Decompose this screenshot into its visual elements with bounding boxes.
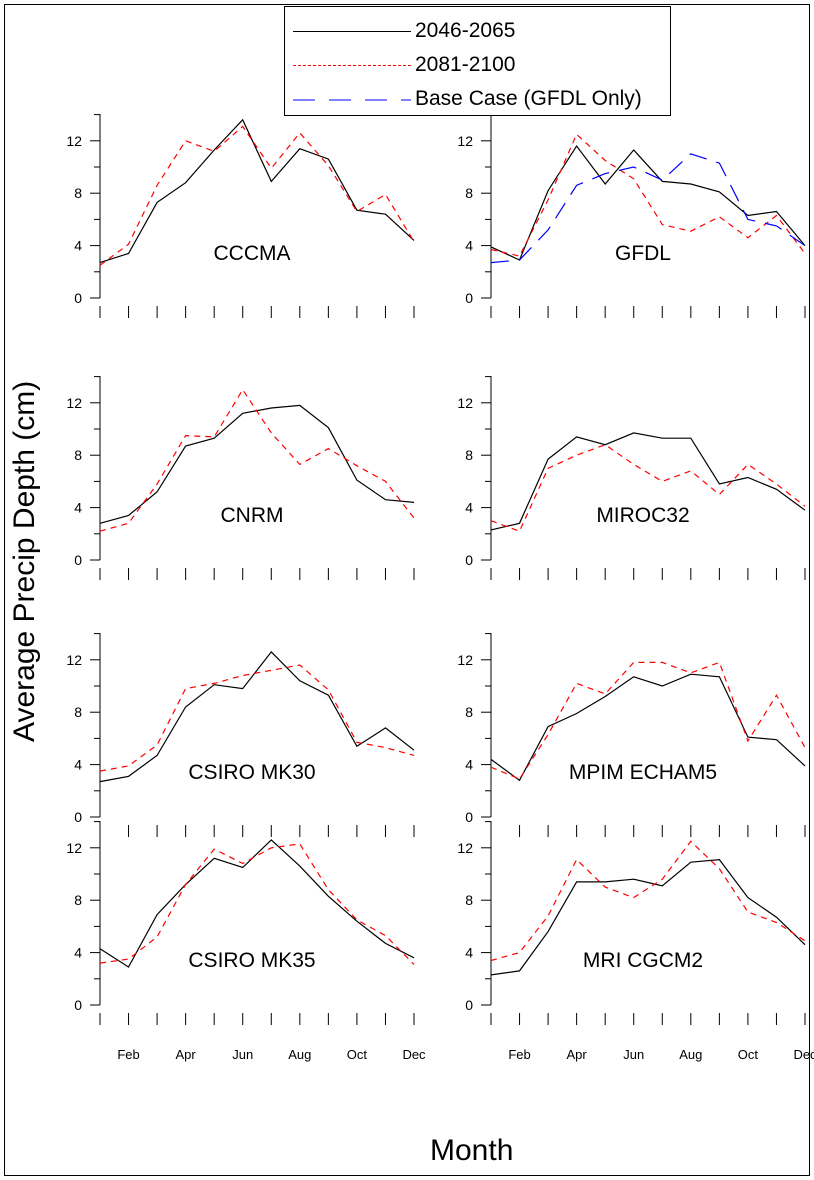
figure-frame [4, 4, 810, 1176]
series-line [490, 444, 806, 532]
y-tick-label: 12 [66, 395, 82, 411]
y-tick-label: 12 [457, 840, 473, 856]
y-tick-label: 0 [465, 997, 473, 1013]
y-tick-label: 8 [465, 447, 473, 463]
panel-title: MIROC32 [596, 504, 689, 527]
x-tick-label: Jun [232, 1047, 253, 1062]
series-line [490, 153, 806, 264]
y-axis-label: Average Precip Depth (cm) [8, 380, 41, 742]
legend-swatch-short-dash [293, 65, 411, 66]
series-line [490, 432, 806, 531]
series-line [99, 125, 415, 266]
x-tick-label: Dec [402, 1047, 426, 1062]
y-tick-label: 4 [465, 757, 473, 773]
y-tick-label: 0 [74, 552, 82, 568]
x-tick-label: Feb [508, 1047, 530, 1062]
legend-entry: 2046-2065 [285, 17, 670, 47]
y-tick-label: 0 [74, 290, 82, 306]
series-line [490, 133, 806, 257]
y-tick-label: 8 [74, 892, 82, 908]
y-tick-label: 8 [74, 704, 82, 720]
legend-label: Base Case (GFDL Only) [415, 87, 642, 110]
y-tick-label: 0 [74, 809, 82, 825]
y-tick-label: 4 [74, 757, 82, 773]
x-tick-label: Apr [176, 1047, 197, 1062]
x-tick-label: Feb [117, 1047, 139, 1062]
y-tick-label: 12 [66, 840, 82, 856]
legend-label: 2081-2100 [415, 53, 516, 76]
y-tick-label: 8 [465, 892, 473, 908]
y-tick-label: 0 [465, 552, 473, 568]
series-line [490, 858, 806, 976]
x-tick-label: Apr [567, 1047, 588, 1062]
y-tick-label: 12 [66, 133, 82, 149]
series-line [99, 388, 415, 532]
x-tick-label: Dec [793, 1047, 814, 1062]
legend-swatch-long-dash [293, 99, 411, 101]
legend-entry: Base Case (GFDL Only) [285, 85, 670, 115]
panel-title: MPIM ECHAM5 [569, 761, 717, 784]
y-tick-label: 8 [74, 447, 82, 463]
y-tick-label: 4 [465, 238, 473, 254]
legend-swatch-solid [293, 31, 411, 32]
y-tick-label: 8 [74, 185, 82, 201]
legend-entry: 2081-2100 [285, 51, 670, 81]
panel-title: CSIRO MK35 [188, 949, 315, 972]
series-line [99, 843, 415, 965]
panel-title: MRI CGCM2 [583, 949, 703, 972]
series-line [490, 840, 806, 962]
panel-title: CCCMA [214, 242, 291, 265]
x-tick-label: Aug [288, 1047, 311, 1062]
y-tick-label: 4 [465, 500, 473, 516]
panel-title: CNRM [221, 504, 284, 527]
x-axis-label: Month [430, 1134, 514, 1167]
x-tick-label: Aug [679, 1047, 702, 1062]
panel-title: GFDL [615, 242, 671, 265]
series-line [490, 661, 806, 780]
y-tick-label: 12 [457, 395, 473, 411]
y-tick-label: 0 [465, 809, 473, 825]
y-tick-label: 4 [74, 500, 82, 516]
series-line [99, 664, 415, 772]
series-line [490, 144, 806, 261]
y-tick-label: 12 [66, 652, 82, 668]
legend: 2046-2065 2081-2100 Base Case (GFDL Only… [284, 6, 671, 116]
panel-title: CSIRO MK30 [188, 761, 315, 784]
y-tick-label: 8 [465, 704, 473, 720]
y-tick-label: 4 [74, 945, 82, 961]
legend-label: 2046-2065 [415, 19, 516, 42]
y-tick-label: 0 [465, 290, 473, 306]
series-line [490, 673, 806, 782]
x-tick-label: Oct [738, 1047, 759, 1062]
y-tick-label: 8 [465, 185, 473, 201]
x-tick-label: Oct [347, 1047, 368, 1062]
series-line [99, 839, 415, 968]
y-tick-label: 12 [457, 133, 473, 149]
series-line [99, 118, 415, 264]
y-tick-label: 4 [465, 945, 473, 961]
y-tick-label: 0 [74, 997, 82, 1013]
y-tick-label: 12 [457, 652, 473, 668]
x-tick-label: Jun [623, 1047, 644, 1062]
y-tick-label: 4 [74, 238, 82, 254]
